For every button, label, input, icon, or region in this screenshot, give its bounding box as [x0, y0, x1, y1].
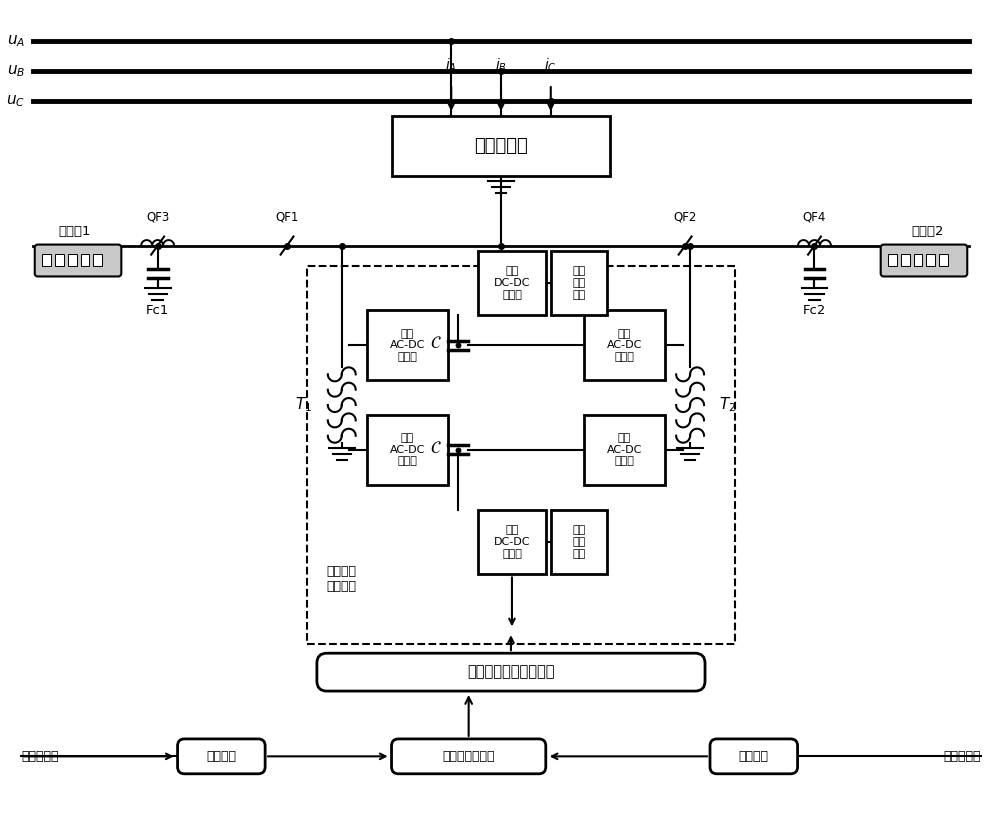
Text: 双向
AC-DC
变换器: 双向 AC-DC 变换器 — [607, 433, 642, 466]
FancyBboxPatch shape — [551, 510, 607, 574]
Text: 能量存储与变换控制器: 能量存储与变换控制器 — [467, 665, 555, 680]
Text: 牢引变压器: 牢引变压器 — [474, 137, 528, 155]
FancyBboxPatch shape — [584, 310, 665, 380]
Text: 测量电路: 测量电路 — [739, 749, 769, 763]
Text: 供电臂2: 供电臂2 — [911, 225, 944, 238]
FancyBboxPatch shape — [35, 245, 121, 276]
Text: $u_{A}$: $u_{A}$ — [7, 33, 25, 49]
Text: Fc1: Fc1 — [146, 304, 169, 317]
Text: 综合优化控制器: 综合优化控制器 — [442, 749, 495, 763]
Text: Fc2: Fc2 — [803, 304, 826, 317]
FancyBboxPatch shape — [367, 310, 448, 380]
Text: 能量
存储
模块: 能量 存储 模块 — [573, 266, 586, 300]
Text: QF1: QF1 — [275, 211, 299, 223]
FancyBboxPatch shape — [584, 415, 665, 485]
Text: 犒引侧数据: 犒引侧数据 — [943, 749, 981, 763]
FancyBboxPatch shape — [881, 245, 967, 276]
Text: 双向
AC-DC
变换器: 双向 AC-DC 变换器 — [607, 329, 642, 362]
Bar — [93, 253, 102, 266]
FancyBboxPatch shape — [478, 251, 546, 315]
Text: 测量电路: 测量电路 — [206, 749, 236, 763]
Text: 双向
DC-DC
变换器: 双向 DC-DC 变换器 — [494, 525, 530, 559]
FancyBboxPatch shape — [392, 739, 546, 774]
Text: $i_{A}$: $i_{A}$ — [445, 56, 457, 74]
Text: 电网侧数据: 电网侧数据 — [21, 749, 59, 763]
Text: $T_2$: $T_2$ — [719, 396, 736, 414]
Bar — [939, 253, 948, 266]
FancyBboxPatch shape — [478, 510, 546, 574]
Text: $u_{C}$: $u_{C}$ — [6, 93, 25, 109]
FancyBboxPatch shape — [551, 251, 607, 315]
Bar — [68, 253, 77, 266]
Text: $i_{B}$: $i_{B}$ — [495, 56, 507, 74]
Bar — [888, 253, 897, 266]
Text: 双向
AC-DC
变换器: 双向 AC-DC 变换器 — [390, 329, 425, 362]
Bar — [914, 253, 922, 266]
Text: QF4: QF4 — [803, 211, 826, 223]
Text: 供电臂1: 供电臂1 — [58, 225, 91, 238]
FancyBboxPatch shape — [392, 116, 610, 176]
FancyBboxPatch shape — [710, 739, 798, 774]
Text: $\mathcal{C}$: $\mathcal{C}$ — [430, 334, 441, 352]
Text: 双向
DC-DC
变换器: 双向 DC-DC 变换器 — [494, 266, 530, 300]
FancyBboxPatch shape — [367, 415, 448, 485]
Text: QF2: QF2 — [673, 211, 697, 223]
Text: $u_{B}$: $u_{B}$ — [7, 63, 25, 79]
Bar — [55, 253, 64, 266]
FancyBboxPatch shape — [178, 739, 265, 774]
FancyBboxPatch shape — [307, 266, 735, 644]
Text: $\mathcal{C}$: $\mathcal{C}$ — [430, 439, 441, 456]
Text: 能量
存储
模块: 能量 存储 模块 — [573, 525, 586, 559]
Text: QF3: QF3 — [146, 211, 169, 223]
Bar — [81, 253, 89, 266]
Text: 能量存储
与变换器: 能量存储 与变换器 — [327, 565, 357, 593]
Text: 双向
AC-DC
变换器: 双向 AC-DC 变换器 — [390, 433, 425, 466]
Bar — [42, 253, 51, 266]
Text: $i_{C}$: $i_{C}$ — [544, 56, 557, 74]
Bar — [926, 253, 935, 266]
Bar — [901, 253, 910, 266]
Text: $T_1$: $T_1$ — [295, 396, 312, 414]
FancyBboxPatch shape — [317, 653, 705, 691]
